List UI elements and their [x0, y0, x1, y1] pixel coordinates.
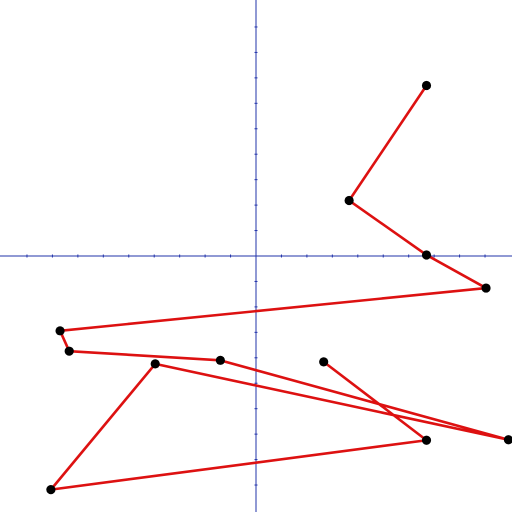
series-points — [46, 80, 512, 495]
data-point — [64, 346, 74, 356]
data-point — [421, 80, 432, 91]
series-line — [49, 84, 510, 491]
data-point — [421, 250, 432, 260]
series-polyline — [49, 84, 510, 491]
data-point — [421, 435, 432, 445]
data-point — [319, 357, 329, 367]
data-point — [55, 326, 65, 336]
data-point — [481, 283, 491, 293]
data-point — [344, 195, 354, 206]
data-point — [503, 435, 512, 445]
data-point — [215, 355, 225, 365]
data-point — [46, 485, 56, 495]
data-point — [150, 359, 160, 369]
